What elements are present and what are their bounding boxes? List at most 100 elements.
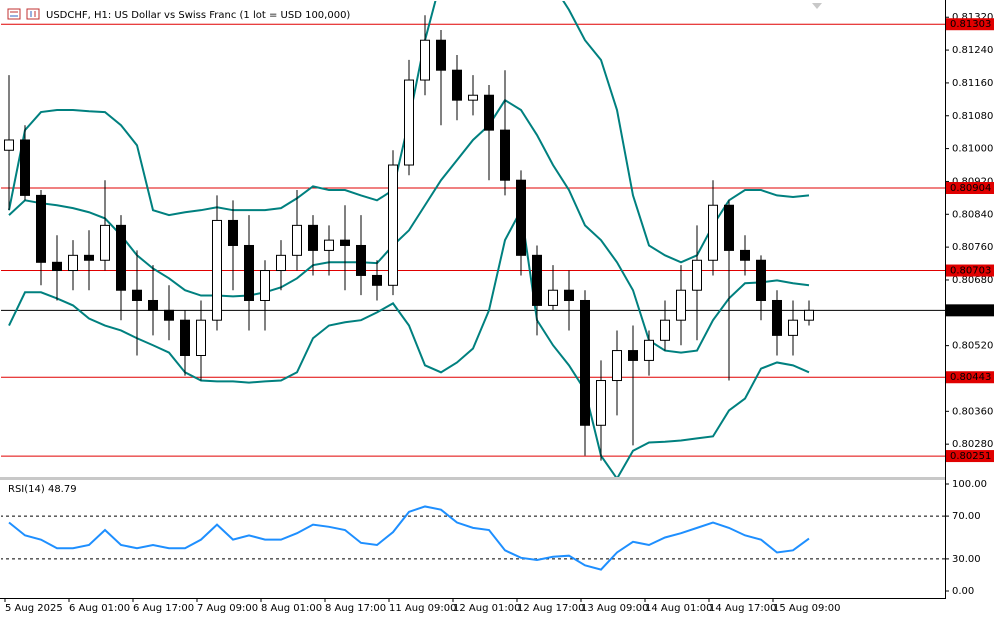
level-label-box bbox=[946, 182, 994, 195]
candle-body bbox=[180, 319, 190, 356]
level-label: 0.80703 bbox=[950, 266, 991, 277]
x-tick-label: 11 Aug 09:00 bbox=[389, 603, 456, 614]
level-label-box bbox=[946, 371, 994, 384]
level-label-box bbox=[946, 450, 994, 463]
x-tick-label: 14 Aug 17:00 bbox=[709, 603, 776, 614]
candle-body bbox=[4, 139, 14, 151]
candle-body bbox=[340, 239, 350, 246]
candle-body bbox=[468, 94, 478, 101]
rsi-title: RSI(14) 48.79 bbox=[8, 484, 77, 495]
axes: 0.81320 0.81240 0.81160 0.81080 0.81000 0.809… bbox=[4, 12, 994, 614]
chart-header: USDCHF, H1: US Dollar vs Swiss Franc (1 … bbox=[7, 8, 350, 21]
candle-body bbox=[676, 289, 686, 321]
x-tick-label: 14 Aug 01:00 bbox=[645, 603, 712, 614]
candle-body bbox=[100, 224, 110, 261]
candle-body bbox=[484, 94, 494, 131]
candle-body bbox=[756, 259, 766, 301]
x-tick-label: 13 Aug 09:00 bbox=[581, 603, 648, 614]
panel-separator bbox=[0, 477, 945, 480]
rsi-line bbox=[8, 505, 810, 571]
candle-body bbox=[804, 309, 814, 321]
chart-title: USDCHF, H1: US Dollar vs Swiss Franc (1 … bbox=[46, 10, 350, 21]
candle-body bbox=[228, 219, 238, 246]
y-tick-label: 0.80360 bbox=[952, 406, 993, 417]
y-tick-label: 0.00 bbox=[952, 586, 974, 597]
candle-body bbox=[628, 350, 638, 361]
level-label: 0.80251 bbox=[950, 451, 991, 462]
candle-body bbox=[404, 79, 414, 166]
y-tick-label: 70.00 bbox=[952, 511, 981, 522]
candle-body bbox=[772, 299, 782, 336]
level-label: 0.81303 bbox=[950, 19, 991, 30]
candle-body bbox=[68, 254, 78, 272]
x-tick-label: 8 Aug 01:00 bbox=[261, 603, 322, 614]
candle-body bbox=[164, 309, 174, 321]
candle-body bbox=[148, 299, 158, 311]
bollinger-middle bbox=[8, 98, 810, 354]
candle-body bbox=[692, 259, 702, 291]
y-tick-label: 0.80280 bbox=[952, 439, 993, 450]
candle-body bbox=[548, 289, 558, 306]
icon[interactable] bbox=[26, 8, 40, 20]
level-label-box bbox=[946, 264, 994, 277]
y-tick-label: 0.81000 bbox=[952, 144, 993, 155]
candle-body bbox=[564, 289, 574, 301]
y-tick-label: 0.81240 bbox=[952, 45, 993, 56]
candle-body bbox=[260, 270, 270, 301]
candle-body bbox=[388, 164, 398, 286]
candle-body bbox=[372, 274, 382, 286]
y-tick-label: 0.80920 bbox=[952, 176, 993, 187]
level-label: 0.80443 bbox=[950, 372, 991, 383]
candle-body bbox=[660, 319, 670, 341]
candle-body bbox=[52, 261, 62, 272]
candle-body bbox=[644, 339, 654, 361]
candle-body bbox=[276, 254, 286, 272]
x-tick-label: 15 Aug 09:00 bbox=[773, 603, 840, 614]
candle-body bbox=[36, 194, 46, 263]
candle-body bbox=[420, 39, 430, 81]
candle-body bbox=[596, 380, 606, 426]
y-tick-label: 0.81160 bbox=[952, 78, 993, 89]
x-tick-label: 7 Aug 09:00 bbox=[197, 603, 258, 614]
candle-body bbox=[724, 204, 734, 251]
bollinger-lower bbox=[8, 207, 810, 477]
candle-body bbox=[532, 254, 542, 306]
rsi-plot bbox=[1, 505, 945, 571]
candle-body bbox=[580, 299, 590, 426]
candle-body bbox=[436, 39, 446, 71]
y-tick-label: 0.80760 bbox=[952, 242, 993, 253]
candle-body bbox=[324, 239, 334, 251]
y-tick-label: 0.80840 bbox=[952, 209, 993, 220]
x-tick-label: 12 Aug 17:00 bbox=[517, 603, 584, 614]
candle-body bbox=[116, 224, 126, 291]
x-tick-label: 6 Aug 01:00 bbox=[69, 603, 130, 614]
current-price-label: 0.80606 bbox=[950, 305, 991, 316]
x-tick-label: 6 Aug 17:00 bbox=[133, 603, 194, 614]
candle-body bbox=[212, 219, 222, 321]
current-price-box bbox=[946, 304, 994, 317]
y-tick-label: 0.81320 bbox=[952, 12, 993, 23]
main-plot bbox=[1, 1, 945, 477]
icon[interactable] bbox=[7, 8, 21, 20]
candle-body bbox=[132, 289, 142, 301]
candle-body bbox=[516, 179, 526, 256]
candle-body bbox=[788, 319, 798, 336]
candle-body bbox=[708, 204, 718, 261]
y-tick-label: 30.00 bbox=[952, 554, 981, 565]
x-tick-label: 8 Aug 17:00 bbox=[325, 603, 386, 614]
y-tick-label: 0.80520 bbox=[952, 341, 993, 352]
level-label-box bbox=[946, 18, 994, 31]
y-tick-label: 0.81080 bbox=[952, 111, 993, 122]
candle-body bbox=[740, 249, 750, 261]
x-tick-label: 12 Aug 01:00 bbox=[453, 603, 520, 614]
candle-body bbox=[452, 69, 462, 101]
y-tick-label: 100.00 bbox=[952, 479, 987, 490]
x-tick-label: 5 Aug 2025 bbox=[5, 603, 63, 614]
shift-marker[interactable] bbox=[812, 3, 822, 9]
candle-body bbox=[308, 224, 318, 251]
level-label: 0.80904 bbox=[950, 183, 991, 194]
candle-body bbox=[244, 244, 254, 301]
y-tick-label: 0.80680 bbox=[952, 275, 993, 286]
candle-body bbox=[196, 319, 206, 356]
